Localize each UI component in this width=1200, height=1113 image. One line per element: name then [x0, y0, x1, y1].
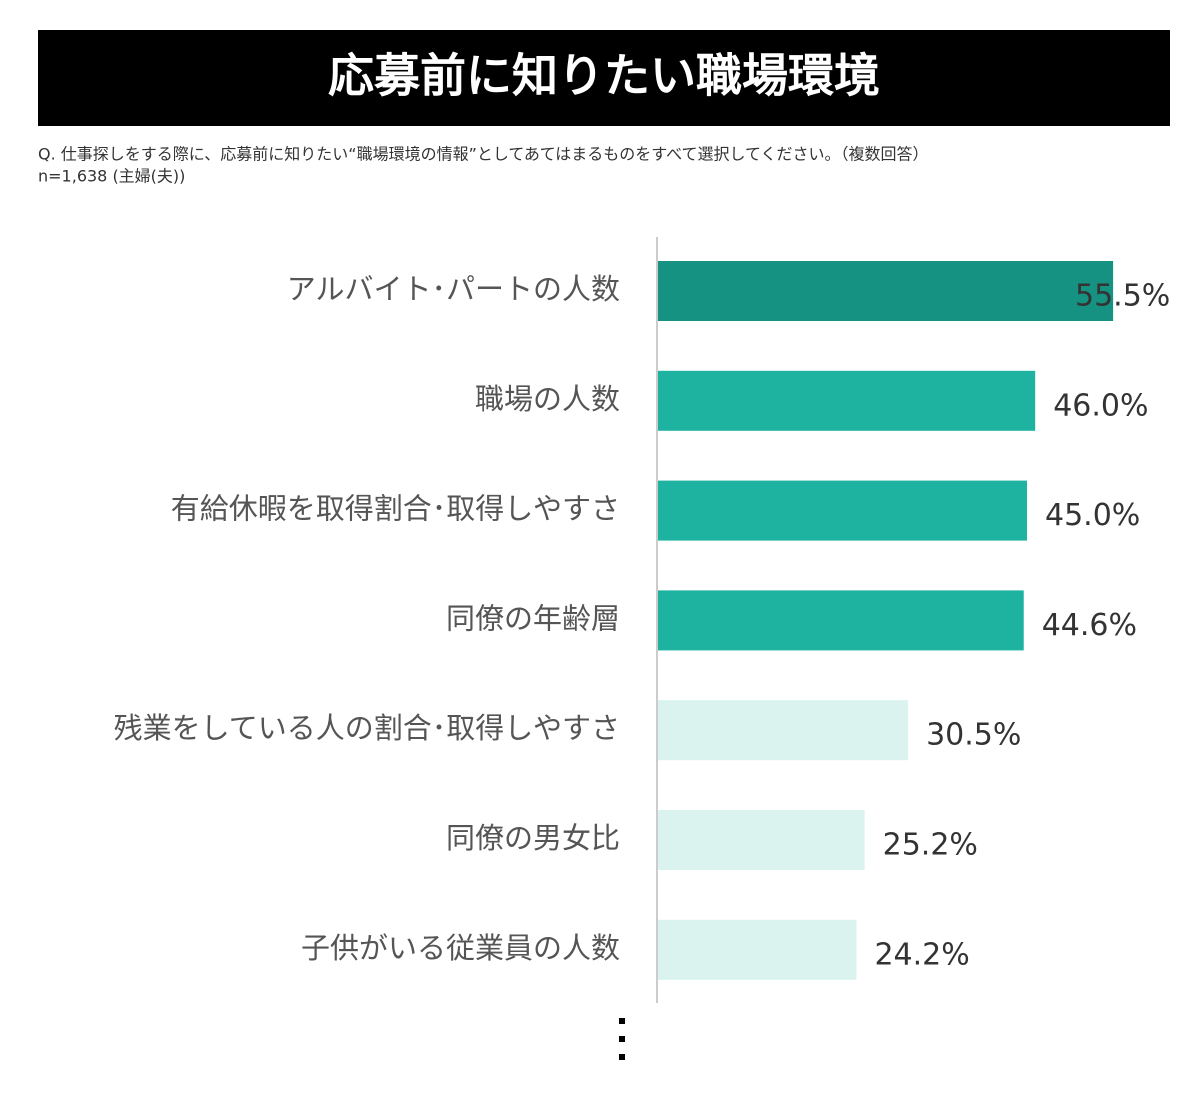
value-label: 55.5% [1075, 279, 1170, 314]
subtitle: Q. 仕事探しをする際に、応募前に知りたい“職場環境の情報”としてあてはまるもの… [38, 145, 929, 164]
ellipsis [619, 1018, 625, 1060]
value-label: 30.5% [926, 718, 1021, 753]
value-label: 24.2% [874, 937, 969, 972]
bar [658, 919, 857, 980]
bar [658, 810, 865, 870]
value-label: 46.0% [1053, 388, 1148, 423]
chart-title: 応募前に知りたい職場環境 [328, 49, 880, 103]
category-label: 有給休暇を取得割合･取得しやすさ [171, 492, 620, 526]
note: n=1,638 (主婦(夫)) [38, 167, 185, 186]
bar [658, 370, 1036, 431]
bar [658, 590, 1024, 651]
category-label: 残業をしている人の割合･取得しやすさ [114, 711, 620, 745]
value-label: 44.6% [1042, 608, 1137, 643]
bar [658, 700, 909, 761]
category-label: 職場の人数 [475, 382, 620, 416]
category-label: 同僚の年齢層 [446, 601, 620, 635]
category-label: アルバイト･パートの人数 [287, 272, 620, 306]
category-label: 子供がいる従業員の人数 [301, 931, 620, 965]
ellipsis-dot [619, 1054, 625, 1060]
title-band [38, 30, 1170, 126]
bar [658, 480, 1027, 541]
category-label: 同僚の男女比 [446, 821, 620, 855]
bar [658, 261, 1114, 321]
ellipsis-dot [619, 1036, 625, 1042]
value-label: 25.2% [883, 828, 978, 863]
value-label: 45.0% [1045, 498, 1140, 533]
ellipsis-dot [619, 1018, 625, 1024]
